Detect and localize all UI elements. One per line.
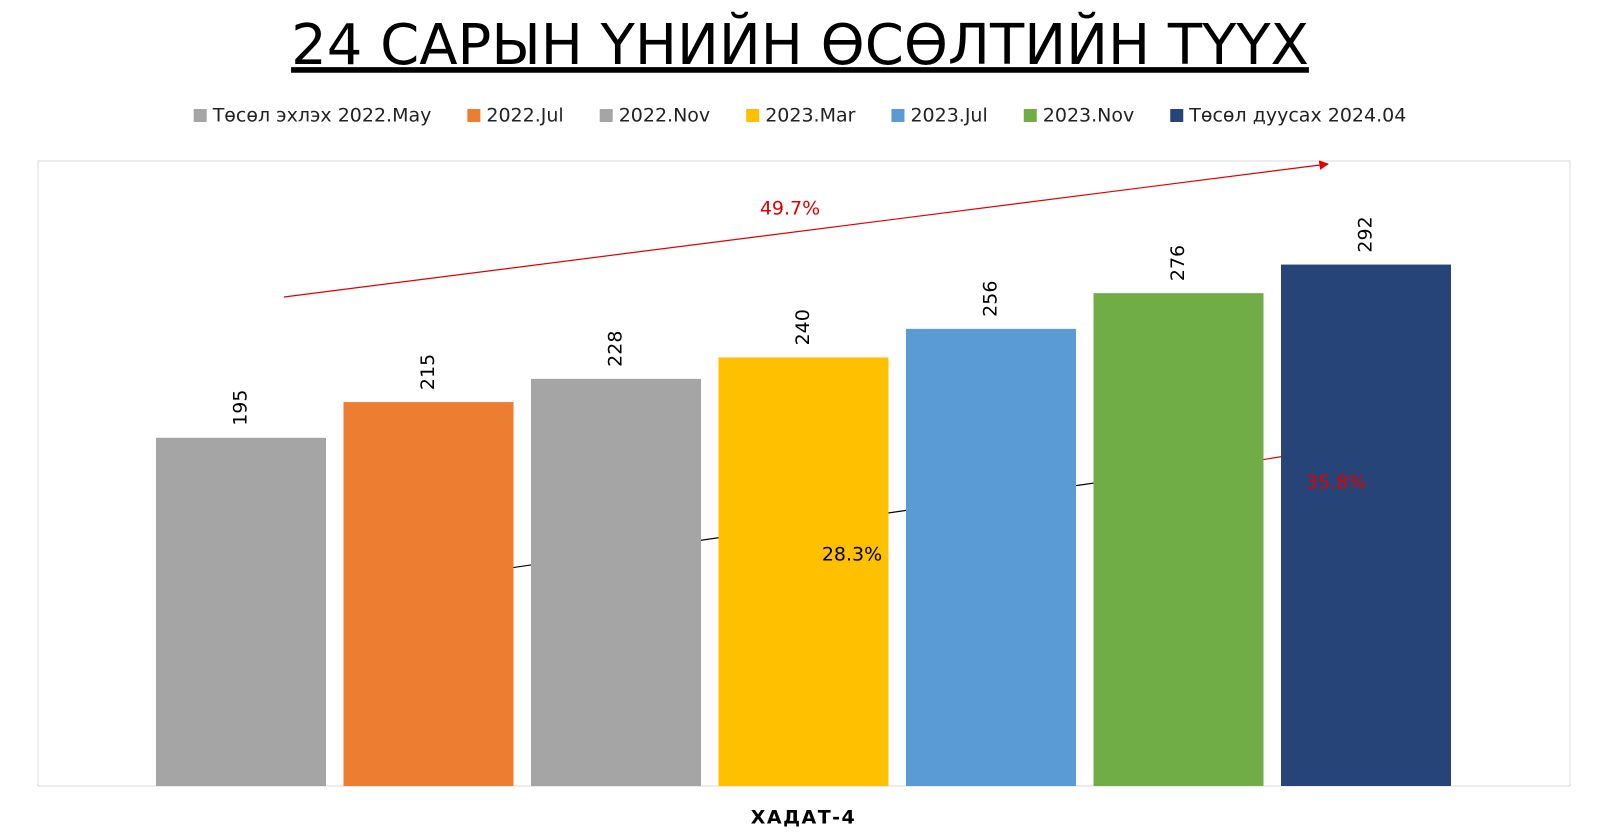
bar <box>906 328 1076 786</box>
legend-swatch <box>1023 109 1037 122</box>
chart-title: 24 САРЫН ҮНИЙН ӨСӨЛТИЙН ТҮҮХ <box>291 12 1309 78</box>
annotation: 49.7% <box>760 198 820 220</box>
annotation: 28.3% <box>822 544 882 566</box>
value-label: 215 <box>417 354 439 390</box>
legend-swatch <box>746 109 760 122</box>
bar <box>343 402 514 786</box>
bar <box>531 378 701 786</box>
legend-swatch <box>599 109 613 122</box>
legend-label: 2023.Jul <box>910 105 987 127</box>
annotation: 35.8% <box>1306 472 1366 494</box>
bar <box>1093 293 1264 786</box>
bar <box>1281 264 1451 787</box>
x-tick-label: ХАДАТ-4 <box>751 807 857 829</box>
value-label: 276 <box>1167 245 1189 281</box>
legend-label: Төсөл эхлэх 2022.May <box>212 105 432 127</box>
legend: Төсөл эхлэх 2022.May 2022.Jul 2022.Nov 2023… <box>193 105 1406 127</box>
value-label: 292 <box>1355 216 1377 252</box>
legend-label: Төсөл дуусах 2024.04 <box>1188 105 1406 127</box>
legend-swatch <box>1170 109 1184 122</box>
bar <box>718 357 889 786</box>
legend-swatch <box>467 109 481 122</box>
legend-label: 2023.Mar <box>765 105 855 127</box>
legend-label: 2023.Nov <box>1043 105 1134 127</box>
legend-swatch <box>891 109 905 122</box>
arrow <box>283 160 1329 298</box>
value-label: 195 <box>230 390 252 426</box>
value-label: 256 <box>980 281 1002 317</box>
legend-label: 2022.Nov <box>619 105 710 127</box>
value-label: 228 <box>605 331 627 367</box>
value-label: 240 <box>792 309 814 345</box>
legend-swatch <box>193 109 207 122</box>
bar <box>156 437 326 786</box>
legend-label: 2022.Jul <box>486 105 563 127</box>
